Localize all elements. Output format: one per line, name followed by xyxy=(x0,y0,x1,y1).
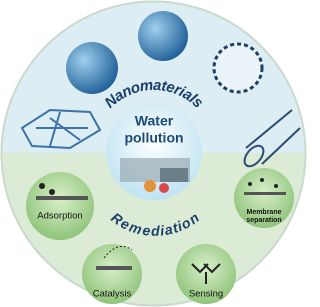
fullerene xyxy=(214,44,262,92)
method-circle xyxy=(26,172,94,240)
method-label: Catalysis xyxy=(93,289,132,300)
center-title: pollution xyxy=(124,130,183,146)
nanosphere xyxy=(138,11,188,61)
method-label: Sensing xyxy=(189,289,223,300)
diagram: Water pollution Nanomaterials Remediatio… xyxy=(0,0,307,307)
method-label: Membrane xyxy=(246,209,281,216)
method-label: separation xyxy=(246,217,281,224)
method-label: Adsorption xyxy=(37,211,82,222)
nanosphere xyxy=(66,42,118,94)
center-title: Water xyxy=(135,113,174,129)
